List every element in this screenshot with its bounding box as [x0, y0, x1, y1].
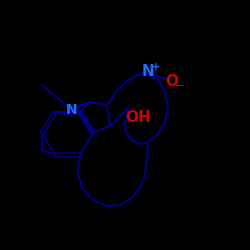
- Text: N: N: [66, 103, 78, 117]
- Text: N: N: [142, 64, 154, 80]
- Text: −: −: [175, 81, 185, 91]
- Text: +: +: [152, 62, 160, 72]
- Text: OH: OH: [125, 110, 151, 124]
- Text: O: O: [166, 74, 178, 90]
